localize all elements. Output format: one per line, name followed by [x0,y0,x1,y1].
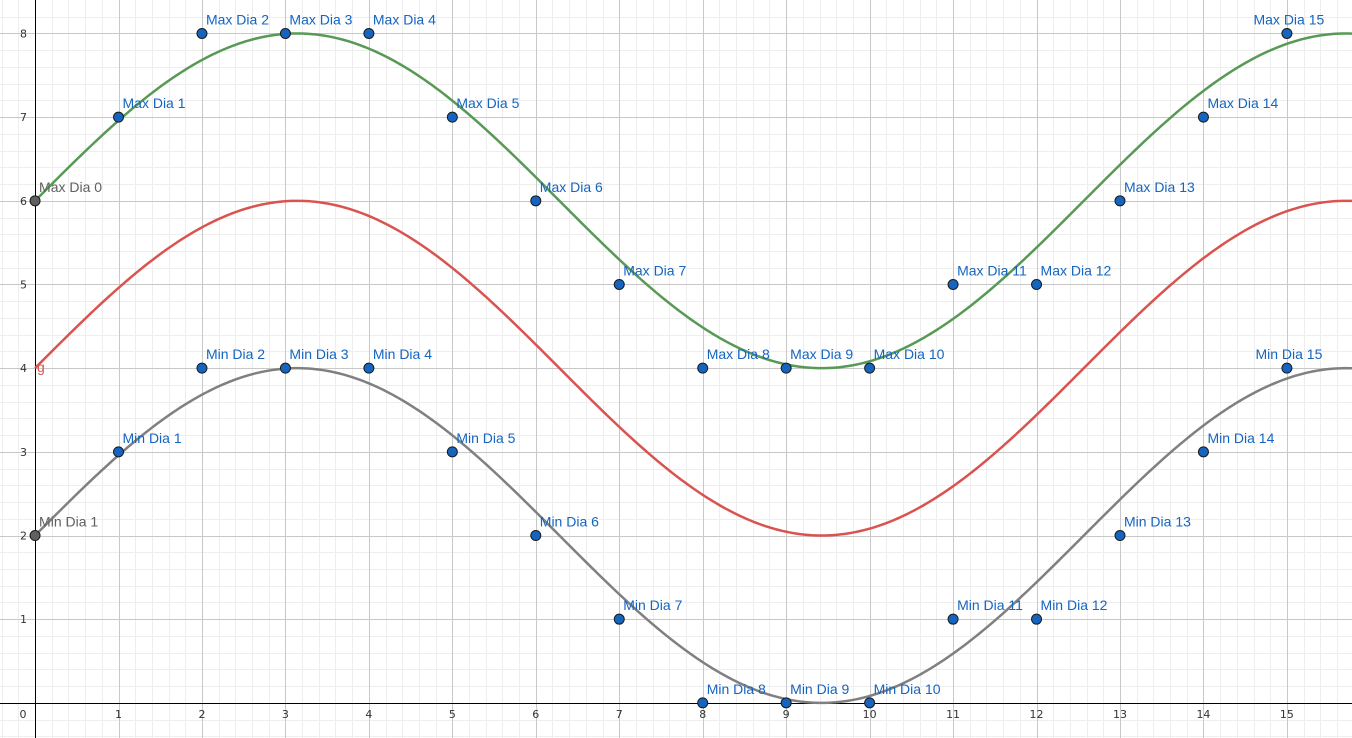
data-point-label: Max Dia 2 [206,11,269,27]
data-point-label: Min Dia 14 [1207,430,1274,446]
data-point-label: Max Dia 13 [1124,179,1195,195]
data-point[interactable] [1281,27,1293,39]
function-curve[interactable] [34,199,1352,537]
y-tick-label: 6 [20,195,27,208]
x-tick-label: 14 [1196,708,1210,721]
data-point[interactable] [1114,195,1126,207]
data-point[interactable] [363,362,375,374]
y-tick-label: 4 [20,362,27,375]
data-point-label: Min Dia 2 [206,346,265,362]
y-axis-tick-labels: 1 2 3 4 5 6 7 8 [20,27,27,626]
data-point[interactable] [113,111,125,123]
data-point-label: Max Dia 7 [623,262,686,278]
data-point[interactable] [697,697,709,709]
data-point[interactable] [947,613,959,625]
y-tick-label: 3 [20,446,27,459]
data-point-label: Min Dia 10 [874,681,941,697]
y-tick-label: 2 [20,530,27,543]
function-curve[interactable] [34,32,1352,370]
data-point[interactable] [613,613,625,625]
data-point[interactable] [947,278,959,290]
data-point-label: Max Dia 12 [1041,262,1112,278]
data-point-label: Max Dia 1 [123,95,186,111]
data-point[interactable] [363,27,375,39]
x-tick-label: 13 [1113,708,1127,721]
data-point[interactable] [1197,111,1209,123]
data-point-label: Max Dia 14 [1207,95,1278,111]
data-point[interactable] [196,362,208,374]
x-tick-label: 3 [282,708,289,721]
x-axis-tick-labels: 0 1 2 3 4 5 6 7 8 9 10 11 12 13 14 15 [20,708,1294,721]
data-point[interactable] [1281,362,1293,374]
x-tick-label: 5 [449,708,456,721]
data-point[interactable] [446,111,458,123]
data-point-label: Min Dia 4 [373,346,432,362]
data-point[interactable] [279,27,291,39]
data-point-label: Max Dia 4 [373,11,436,27]
x-tick-label: 12 [1030,708,1044,721]
data-point[interactable] [279,362,291,374]
data-point-label: Max Dia 15 [1253,11,1324,27]
function-curves: g [34,32,1352,705]
y-tick-label: 1 [20,613,27,626]
data-point[interactable] [1031,613,1043,625]
x-tick-label: 10 [863,708,877,721]
data-point-label: Min Dia 8 [707,681,766,697]
data-point-label: Min Dia 13 [1124,514,1191,530]
data-point-label: Min Dia 1 [39,514,98,530]
x-tick-label: 4 [365,708,372,721]
function-curve[interactable] [34,366,1352,705]
y-tick-label: 7 [20,111,27,124]
data-point[interactable] [697,362,709,374]
data-point[interactable] [29,195,41,207]
x-tick-label: 1 [115,708,122,721]
data-point[interactable] [780,697,792,709]
data-point[interactable] [1197,446,1209,458]
data-point-label: Max Dia 10 [874,346,945,362]
data-point-label: Max Dia 9 [790,346,853,362]
point-markers [29,27,1293,709]
x-tick-label: 7 [616,708,623,721]
data-point-label: Max Dia 5 [456,95,519,111]
curve-label: g [37,359,45,375]
data-point-label: Max Dia 0 [39,179,102,195]
data-point-label: Min Dia 12 [1041,597,1108,613]
data-point[interactable] [29,530,41,542]
data-point[interactable] [1114,530,1126,542]
data-point[interactable] [780,362,792,374]
data-point-label: Max Dia 11 [957,262,1027,278]
x-tick-label: 6 [532,708,539,721]
x-tick-label: 9 [783,708,790,721]
x-tick-label: 8 [699,708,706,721]
data-point[interactable] [446,446,458,458]
data-point-label: Min Dia 9 [790,681,849,697]
data-point[interactable] [113,446,125,458]
data-point-label: Min Dia 1 [123,430,182,446]
data-point-label: Min Dia 3 [289,346,348,362]
x-tick-label: 11 [946,708,960,721]
point-labels: Max Dia 0 Max Dia 1 Max Dia 2 Max Dia 3 Max … [39,11,1324,696]
data-point-label: Min Dia 15 [1255,346,1322,362]
x-tick-label: 0 [20,708,27,721]
data-point-label: Min Dia 7 [623,597,682,613]
data-point-label: Min Dia 6 [540,514,599,530]
data-point[interactable] [864,362,876,374]
data-point-label: Max Dia 6 [540,179,603,195]
x-tick-label: 2 [198,708,205,721]
data-point[interactable] [530,195,542,207]
data-point-label: Max Dia 3 [289,11,352,27]
x-tick-label: 15 [1280,708,1294,721]
y-tick-label: 8 [20,27,27,40]
data-point[interactable] [1031,278,1043,290]
data-point[interactable] [530,530,542,542]
data-point[interactable] [864,697,876,709]
data-point-label: Max Dia 8 [707,346,770,362]
data-point[interactable] [613,278,625,290]
y-tick-label: 5 [20,278,27,291]
data-point-label: Min Dia 11 [957,597,1023,613]
data-point[interactable] [196,27,208,39]
data-point-label: Min Dia 5 [456,430,515,446]
